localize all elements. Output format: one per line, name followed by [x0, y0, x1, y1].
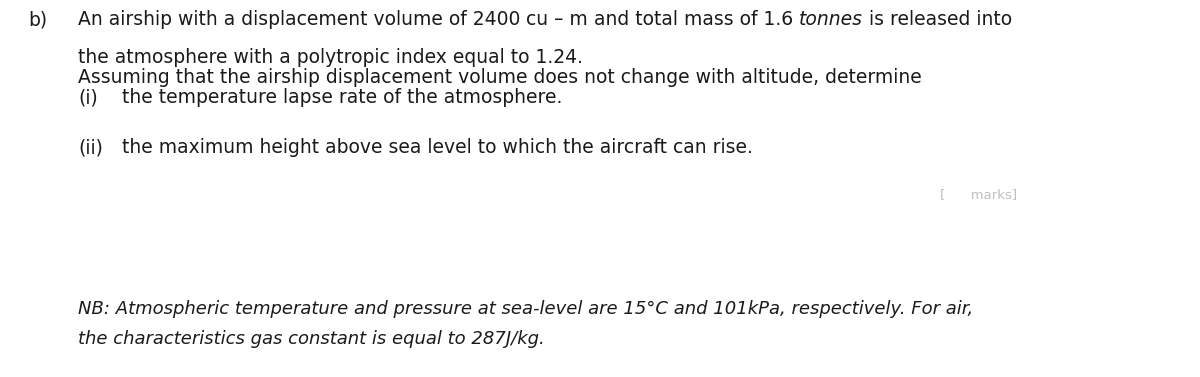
Text: is released into: is released into — [863, 10, 1013, 29]
Text: (ii): (ii) — [78, 138, 103, 157]
Text: tonnes: tonnes — [799, 10, 863, 29]
Text: An airship with a displacement volume of 2400: An airship with a displacement volume of… — [78, 10, 527, 29]
Text: NB: Atmospheric temperature and pressure at sea-level are 15°C and 101kPa, respe: NB: Atmospheric temperature and pressure… — [78, 300, 973, 318]
Text: [      marks]: [ marks] — [940, 188, 1018, 201]
Text: b): b) — [28, 10, 47, 29]
Text: the atmosphere with a polytropic index equal to 1.24.: the atmosphere with a polytropic index e… — [78, 48, 583, 67]
Text: the temperature lapse rate of the atmosphere.: the temperature lapse rate of the atmosp… — [122, 88, 563, 107]
Text: Assuming that the airship displacement volume does not change with altitude, det: Assuming that the airship displacement v… — [78, 68, 922, 87]
Text: cu – m: cu – m — [527, 10, 588, 29]
Text: the maximum height above sea level to which the aircraft can rise.: the maximum height above sea level to wh… — [122, 138, 752, 157]
Text: the characteristics gas constant is equal to 287J/kg.: the characteristics gas constant is equa… — [78, 330, 545, 348]
Text: and total mass of 1.6: and total mass of 1.6 — [588, 10, 799, 29]
Text: (i): (i) — [78, 88, 97, 107]
